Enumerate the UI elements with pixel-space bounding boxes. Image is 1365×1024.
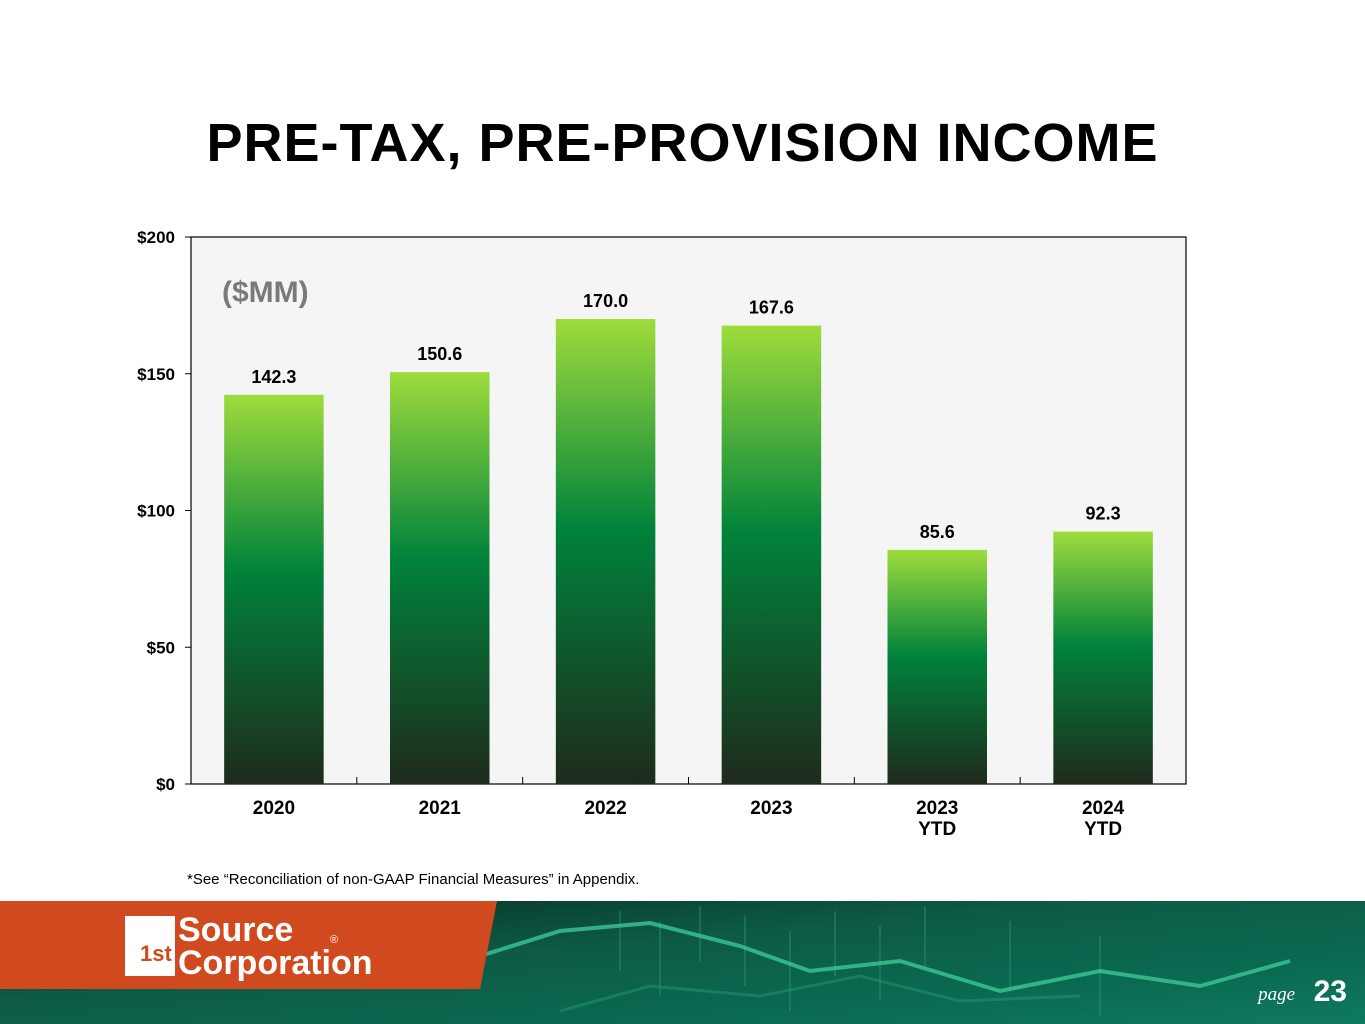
- page-title: PRE-TAX, PRE-PROVISION INCOME: [206, 113, 1159, 173]
- logo-badge: 1st: [140, 941, 172, 966]
- y-tick-label: $200: [137, 228, 175, 247]
- plot-area: [190, 236, 1187, 785]
- data-label: 85.6: [920, 522, 955, 542]
- y-tick-label: $0: [156, 775, 175, 794]
- logo-line-2: Corporation: [178, 944, 373, 982]
- unit-label: ($MM): [222, 276, 309, 309]
- bar: [887, 549, 987, 784]
- page-number: 23: [1313, 975, 1347, 1008]
- bar: [555, 319, 656, 784]
- bar-series: 142.3 150.6 170.0 167.6 85.6 92.3: [224, 291, 1153, 784]
- footnote: *See “Reconciliation of non-GAAP Financi…: [187, 871, 640, 888]
- data-label: 92.3: [1086, 504, 1121, 524]
- x-tick-label: 2023 YTD: [916, 798, 958, 840]
- data-label: 150.6: [417, 344, 462, 364]
- company-logo: 1st Source ® Corporation: [125, 911, 373, 982]
- data-label: 170.0: [583, 291, 628, 311]
- bar: [1053, 531, 1153, 784]
- x-axis: 2020 2021 2022 2023 2023 YTD 2024 YTD: [253, 777, 1125, 840]
- bar-chart: $0 $50 $100 $150 $200 142.3 150.6 170.0 167.6 85…: [137, 228, 1187, 840]
- x-tick-label: 2021: [419, 798, 462, 819]
- y-axis: $0 $50 $100 $150 $200: [137, 228, 191, 794]
- data-label: 142.3: [251, 367, 296, 387]
- x-tick-label: 2022: [584, 798, 626, 819]
- bar: [224, 394, 324, 784]
- footer-banner: 1st Source ® Corporation: [0, 901, 1365, 1024]
- logo-line-1: Source: [178, 911, 293, 949]
- bar: [390, 372, 490, 784]
- page-label: page: [1258, 984, 1295, 1005]
- y-tick-label: $50: [147, 638, 175, 657]
- footer-graphic: 1st Source ® Corporation: [0, 901, 1365, 1024]
- bar: [721, 325, 822, 784]
- y-tick-label: $150: [137, 365, 175, 384]
- orange-band: [0, 901, 497, 989]
- x-tick-label: 2023: [750, 798, 792, 819]
- data-label: 167.6: [749, 298, 794, 318]
- logo-registered-mark: ®: [330, 934, 338, 946]
- x-tick-label: 2020: [253, 798, 295, 819]
- y-tick-label: $100: [137, 502, 175, 521]
- x-tick-label: 2024 YTD: [1082, 798, 1125, 840]
